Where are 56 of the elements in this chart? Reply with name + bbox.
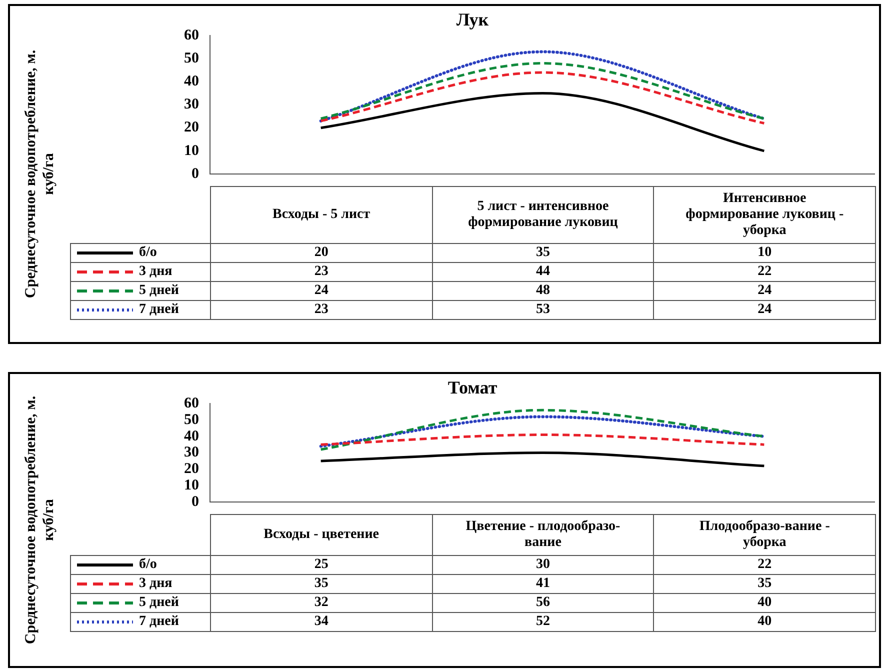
data-label: 20	[210, 244, 432, 263]
data-label: 35	[210, 574, 432, 594]
data-label: 41	[432, 574, 654, 594]
data-label: 10	[654, 244, 876, 263]
data-label: 22	[654, 262, 876, 282]
y-tick-label: 30	[184, 96, 199, 113]
y-tick-label: 20	[184, 461, 199, 478]
data-label: 24	[654, 300, 876, 320]
data-label: 22	[654, 556, 876, 575]
y-tick-label: 20	[184, 120, 199, 136]
legend-label: 7 дней	[139, 302, 179, 318]
data-label: 23	[210, 300, 432, 320]
chart-title: Томат	[448, 377, 498, 398]
data-label: 44	[432, 262, 654, 282]
y-tick-label: 40	[184, 74, 199, 90]
data-label: 35	[654, 574, 876, 594]
legend-label: 3 дня	[139, 576, 172, 592]
y-tick-label: 60	[184, 395, 199, 412]
x-tick-label: 5 лист - интенсивное формирование луковиц	[432, 186, 654, 244]
y-axis-title: Среднесуточное водопотребление, м. куб/га	[22, 395, 58, 645]
data-label: 35	[432, 244, 654, 263]
x-tick-label: Всходы - цветение	[210, 514, 432, 556]
x-tick-label: Интенсивное формирование луковиц - уборка	[654, 186, 876, 244]
data-label: 53	[432, 300, 654, 320]
y-tick-label: 40	[184, 428, 199, 444]
legend-label: 5 дней	[139, 283, 179, 298]
y-tick-label: 30	[184, 444, 199, 461]
y-tick-label: 50	[184, 412, 199, 428]
y-tick-label: 0	[192, 166, 199, 182]
x-tick-label: Цветение - плодообразо-вание	[432, 514, 654, 556]
legend-label: б/о	[139, 245, 157, 260]
data-label: 40	[654, 612, 876, 632]
x-tick-label: Всходы - 5 лист	[210, 186, 432, 244]
data-label: 24	[210, 282, 432, 301]
y-tick-label: 60	[184, 27, 199, 44]
data-label: 48	[432, 282, 654, 301]
data-label: 25	[210, 556, 432, 575]
y-tick-label: 10	[184, 477, 199, 494]
data-label: 24	[654, 282, 876, 301]
legend-label: 7 дней	[139, 614, 179, 630]
legend-label: 5 дней	[139, 595, 179, 610]
x-tick-label: Плодообразо-вание - уборка	[654, 514, 876, 556]
y-tick-label: 10	[184, 142, 199, 159]
data-label: 52	[432, 612, 654, 632]
data-label: 30	[432, 556, 654, 575]
y-tick-label: 50	[184, 50, 199, 67]
y-tick-label: 0	[192, 494, 199, 510]
data-label: 40	[654, 594, 876, 613]
chart-title: Лук	[456, 9, 490, 30]
data-label: 56	[432, 594, 654, 613]
legend-label: б/о	[139, 557, 157, 572]
data-label: 32	[210, 594, 432, 613]
y-axis-title: Среднесуточное водопотребление, м. куб/га	[22, 49, 58, 299]
legend-label: 3 дня	[139, 264, 172, 280]
data-label: 34	[210, 612, 432, 632]
data-label: 23	[210, 262, 432, 282]
